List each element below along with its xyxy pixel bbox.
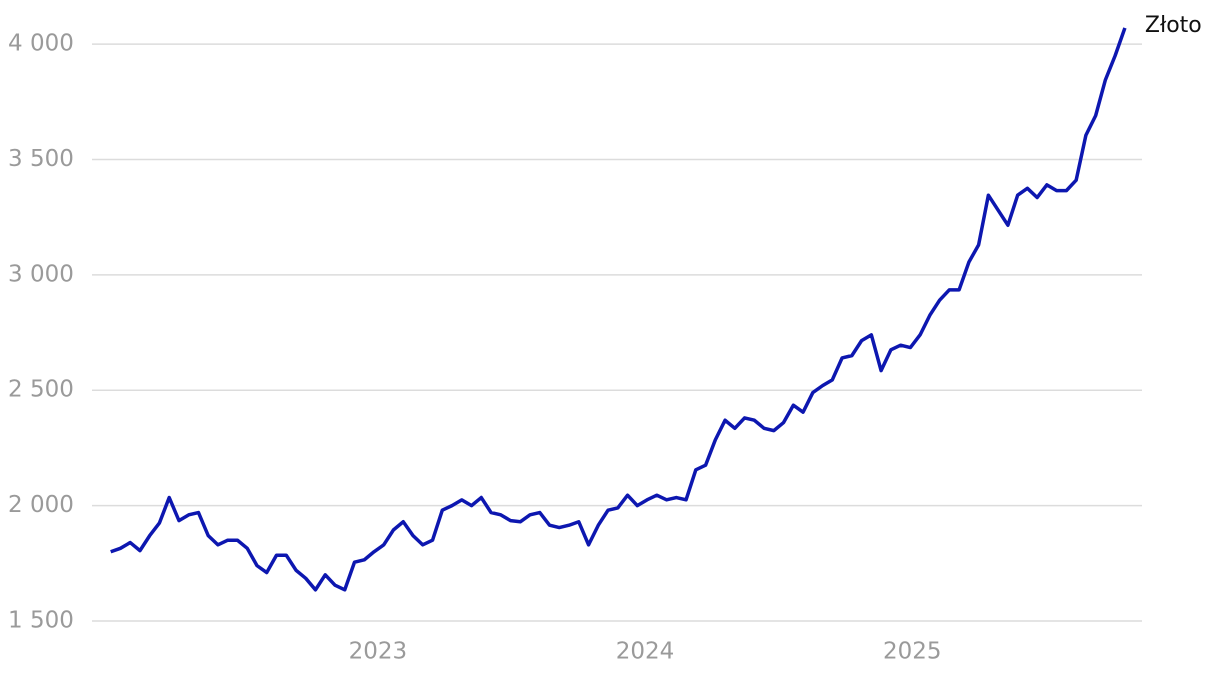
x-tick-label: 2024 [616,639,675,665]
y-tick-label: 2 500 [8,377,74,403]
x-tick-label: 2025 [883,639,942,665]
x-tick-label: 2023 [349,639,408,665]
y-tick-label: 4 000 [8,31,74,57]
y-tick-label: 3 500 [8,146,74,172]
series-line [110,27,1127,592]
y-tick-label: 2 000 [8,492,74,518]
series-label: Złoto [1145,13,1202,38]
y-tick-label: 3 000 [8,261,74,287]
y-tick-label: 1 500 [8,608,74,634]
